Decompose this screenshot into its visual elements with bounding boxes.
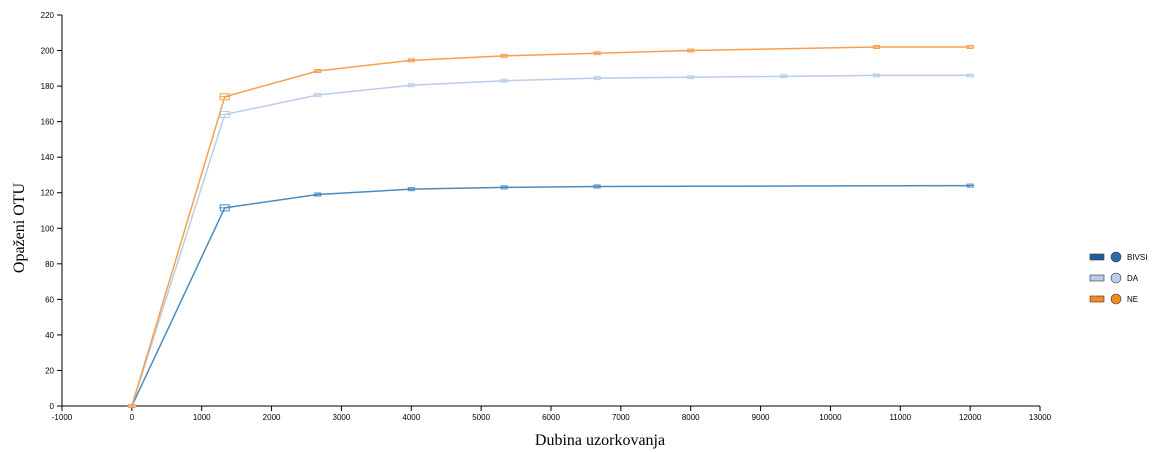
x-tick-label: 6000 — [542, 413, 560, 422]
legend-label: DA — [1127, 274, 1139, 283]
x-tick-label: 1000 — [193, 413, 211, 422]
axes: 0 20 40 60 80 100 120 140 160 180 200 220 -1000 0 1000… — [41, 11, 1052, 422]
x-tick-label: 0 — [130, 413, 135, 422]
series-layer — [127, 44, 975, 408]
x-tick-label: 10000 — [819, 413, 842, 422]
legend-item-ne: NE — [1089, 293, 1138, 305]
legend-swatch-line — [1089, 295, 1105, 303]
series-da — [127, 73, 975, 408]
series-line — [131, 46, 971, 407]
legend: BIVSI DA NE — [1089, 251, 1147, 305]
x-tick-label: -1000 — [52, 413, 73, 422]
y-axis-title: Opaženi OTU — [11, 182, 28, 273]
y-tick-label: 60 — [45, 295, 54, 304]
x-tick-label: 3000 — [333, 413, 351, 422]
legend-label: NE — [1127, 295, 1138, 304]
y-tick-label: 220 — [41, 11, 55, 20]
x-tick-label: 5000 — [472, 413, 490, 422]
x-tick-label: 11000 — [889, 413, 911, 422]
y-tick-label: 120 — [41, 189, 55, 198]
x-tick-label: 12000 — [959, 413, 982, 422]
x-axis-title: Dubina uzorkovanja — [535, 432, 665, 449]
y-tick-label: 160 — [41, 118, 55, 127]
x-tick-label: 4000 — [402, 413, 420, 422]
legend-item-bivsi: BIVSI — [1089, 251, 1147, 263]
y-tick-label: 200 — [41, 47, 55, 56]
y-tick-label: 40 — [45, 331, 54, 340]
series-bivsi — [127, 183, 975, 408]
legend-swatch-dot — [1110, 272, 1122, 284]
y-tick-label: 100 — [41, 224, 55, 233]
x-tick-label: 7000 — [612, 413, 630, 422]
x-tick-label: 9000 — [752, 413, 770, 422]
y-tick-label: 140 — [41, 153, 55, 162]
legend-swatch-line — [1089, 253, 1105, 261]
legend-swatch-dot — [1110, 251, 1122, 263]
series-line — [131, 74, 971, 407]
legend-item-da: DA — [1089, 272, 1139, 284]
y-tick-label: 180 — [41, 82, 55, 91]
legend-swatch-dot — [1110, 293, 1122, 305]
x-tick-label: 13000 — [1029, 413, 1052, 422]
x-tick-label: 8000 — [682, 413, 700, 422]
legend-swatch-line — [1089, 274, 1105, 282]
series-line — [131, 184, 971, 407]
legend-label: BIVSI — [1127, 253, 1147, 262]
y-tick-label: 20 — [45, 366, 54, 375]
y-tick-label: 80 — [45, 260, 54, 269]
y-tick-label: 0 — [50, 402, 55, 411]
x-tick-label: 2000 — [263, 413, 281, 422]
series-ne — [127, 44, 975, 408]
